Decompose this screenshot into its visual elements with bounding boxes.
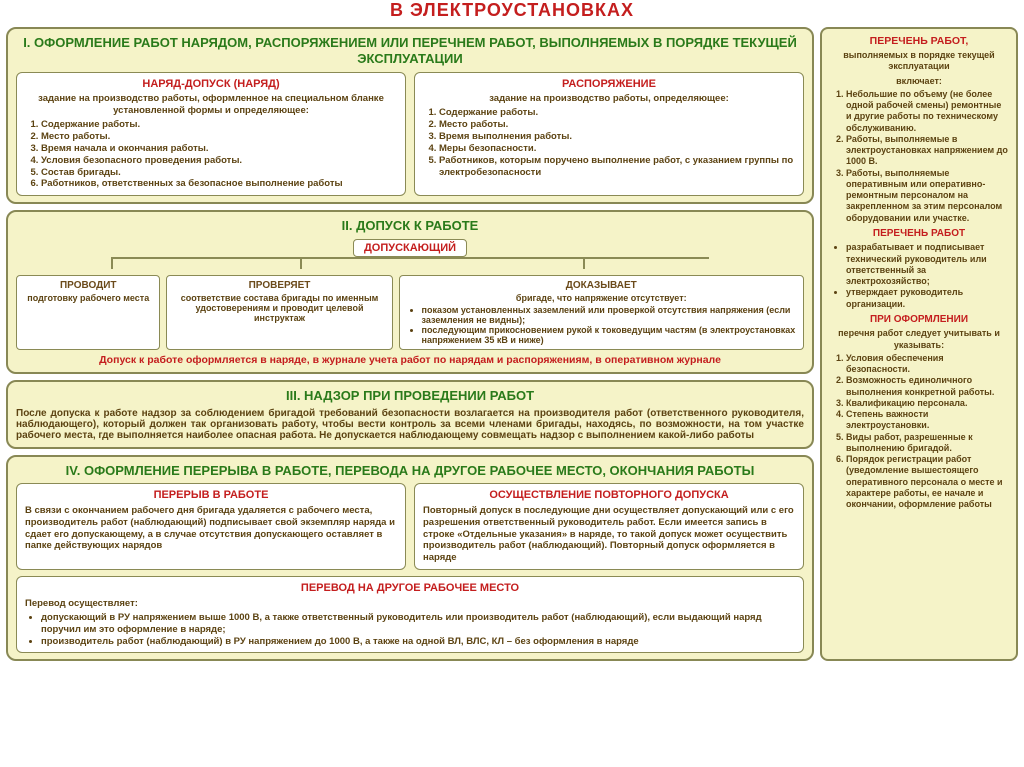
list-item: утверждает руководитель организации. — [846, 287, 1008, 310]
list-item: Содержание работы. — [439, 107, 795, 119]
list-item: Место работы. — [439, 119, 795, 131]
main-layout: I. ОФОРМЛЕНИЕ РАБОТ НАРЯДОМ, РАСПОРЯЖЕНИ… — [0, 23, 1024, 661]
provodit-box: ПРОВОДИТ подготовку рабочего места — [16, 275, 160, 350]
dokazyvaet-box: ДОКАЗЫВАЕТ бригаде, что напряжение отсут… — [399, 275, 804, 350]
list-item: Работы, выполняемые в электроустановках … — [846, 134, 1008, 168]
rasp-title: РАСПОРЯЖЕНИЕ — [423, 78, 795, 92]
dokazyvaet-head: ДОКАЗЫВАЕТ — [406, 280, 797, 291]
naryad-box: НАРЯД-ДОПУСК (НАРЯД) задание на производ… — [16, 72, 406, 197]
section-3-header: III. НАДЗОР ПРИ ПРОВЕДЕНИИ РАБОТ — [16, 388, 804, 404]
proveryaet-box: ПРОВЕРЯЕТ соответствие состава бригады п… — [166, 275, 392, 350]
list-item: Порядок регистрации работ (уведомление в… — [846, 454, 1008, 510]
list-item: Квалификацию персонала. — [846, 398, 1008, 409]
proveryaet-head: ПРОВЕРЯЕТ — [173, 280, 385, 291]
list-item: показом установленных заземлений или про… — [422, 305, 797, 325]
section-3-text: После допуска к работе надзор за соблюде… — [16, 408, 804, 441]
list-item: Работы, выполняемые оперативным или опер… — [846, 168, 1008, 224]
perevod-intro: Перевод осуществляет: — [25, 598, 795, 610]
perechen-sub: выполняемых в порядке текущей эксплуатац… — [830, 50, 1008, 73]
right-column: ПЕРЕЧЕНЬ РАБОТ, выполняемых в порядке те… — [820, 27, 1018, 661]
list-item: Степень важности электроустановки. — [846, 409, 1008, 432]
left-column: I. ОФОРМЛЕНИЕ РАБОТ НАРЯДОМ, РАСПОРЯЖЕНИ… — [6, 27, 814, 661]
list-item: Состав бригады. — [41, 167, 397, 179]
list-item: Содержание работы. — [41, 119, 397, 131]
list-item: Время начала и окончания работы. — [41, 143, 397, 155]
proveryaet-text: соответствие состава бригады по именным … — [173, 293, 385, 323]
dopuskayushchiy-pill: ДОПУСКАЮЩИЙ — [353, 239, 467, 257]
connector-lines — [16, 257, 804, 269]
list-item: Работников, которым поручено выполнение … — [439, 155, 795, 179]
list-item: Виды работ, разрешенные к выполнению бри… — [846, 432, 1008, 455]
perechen-h2: ПЕРЕЧЕНЬ РАБОТ — [830, 228, 1008, 241]
povtornyy-text: Повторный допуск в последующие дни осуще… — [423, 505, 795, 564]
naryad-intro: задание на производство работы, оформлен… — [25, 93, 397, 117]
section-1-header: I. ОФОРМЛЕНИЕ РАБОТ НАРЯДОМ, РАСПОРЯЖЕНИ… — [16, 35, 804, 68]
section-2-note: Допуск к работе оформляется в наряде, в … — [16, 354, 804, 366]
perechen-head: ПЕРЕЧЕНЬ РАБОТ, — [830, 35, 1008, 48]
perechen-h3sub: перечня работ следует учитывать и указыв… — [830, 328, 1008, 351]
list-item: производитель работ (наблюдающий) в РУ н… — [41, 636, 795, 648]
section-1: I. ОФОРМЛЕНИЕ РАБОТ НАРЯДОМ, РАСПОРЯЖЕНИ… — [6, 27, 814, 204]
section-2-header: II. ДОПУСК К РАБОТЕ — [16, 218, 804, 234]
povtornyy-box: ОСУЩЕСТВЛЕНИЕ ПОВТОРНОГО ДОПУСКА Повторн… — [414, 483, 804, 570]
list-item: последующим прикосновением рукой к токов… — [422, 325, 797, 345]
perevod-box: ПЕРЕВОД НА ДРУГОЕ РАБОЧЕЕ МЕСТО Перевод … — [16, 576, 804, 653]
perechen-h3: ПРИ ОФОРМЛЕНИИ — [830, 314, 1008, 327]
naryad-list: Содержание работы. Место работы. Время н… — [25, 119, 397, 190]
naryad-title: НАРЯД-ДОПУСК (НАРЯД) — [25, 78, 397, 92]
provodit-text: подготовку рабочего места — [23, 293, 153, 303]
section-2: II. ДОПУСК К РАБОТЕ ДОПУСКАЮЩИЙ ПРОВОДИТ… — [6, 210, 814, 373]
perevod-title: ПЕРЕВОД НА ДРУГОЕ РАБОЧЕЕ МЕСТО — [25, 582, 795, 596]
list-item: Возможность единоличного выполнения конк… — [846, 375, 1008, 398]
pereryv-text: В связи с окончанием рабочего дня бригад… — [25, 505, 397, 553]
povtornyy-title: ОСУЩЕСТВЛЕНИЕ ПОВТОРНОГО ДОПУСКА — [423, 489, 795, 503]
list-item: Время выполнения работы. — [439, 131, 795, 143]
list-item: Место работы. — [41, 131, 397, 143]
page-title: В ЭЛЕКТРОУСТАНОВКАХ — [0, 0, 1024, 21]
list-item: разрабатывает и подписывает технический … — [846, 242, 1008, 287]
section-4-header: IV. ОФОРМЛЕНИЕ ПЕРЕРЫВА В РАБОТЕ, ПЕРЕВО… — [16, 463, 804, 479]
list-item: Условия безопасного проведения работы. — [41, 155, 397, 167]
pereryv-title: ПЕРЕРЫВ В РАБОТЕ — [25, 489, 397, 503]
perechen-panel: ПЕРЕЧЕНЬ РАБОТ, выполняемых в порядке те… — [820, 27, 1018, 661]
list-item: Условия обеспечения безопасности. — [846, 353, 1008, 376]
list-item: Небольшие по объему (не более одной рабо… — [846, 89, 1008, 134]
pereryv-box: ПЕРЕРЫВ В РАБОТЕ В связи с окончанием ра… — [16, 483, 406, 570]
list-item: Работников, ответственных за безопасное … — [41, 178, 397, 190]
rasp-intro: задание на производство работы, определя… — [423, 93, 795, 105]
dokazyvaet-intro: бригаде, что напряжение отсутствует: — [406, 293, 797, 303]
rasp-list: Содержание работы. Место работы. Время в… — [423, 107, 795, 178]
rasporyazhenie-box: РАСПОРЯЖЕНИЕ задание на производство раб… — [414, 72, 804, 197]
perechen-incl: включает: — [830, 76, 1008, 87]
list-item: допускающий в РУ напряжением выше 1000 В… — [41, 612, 795, 636]
section-3: III. НАДЗОР ПРИ ПРОВЕДЕНИИ РАБОТ После д… — [6, 380, 814, 449]
provodit-head: ПРОВОДИТ — [23, 280, 153, 291]
list-item: Меры безопасности. — [439, 143, 795, 155]
section-4: IV. ОФОРМЛЕНИЕ ПЕРЕРЫВА В РАБОТЕ, ПЕРЕВО… — [6, 455, 814, 662]
